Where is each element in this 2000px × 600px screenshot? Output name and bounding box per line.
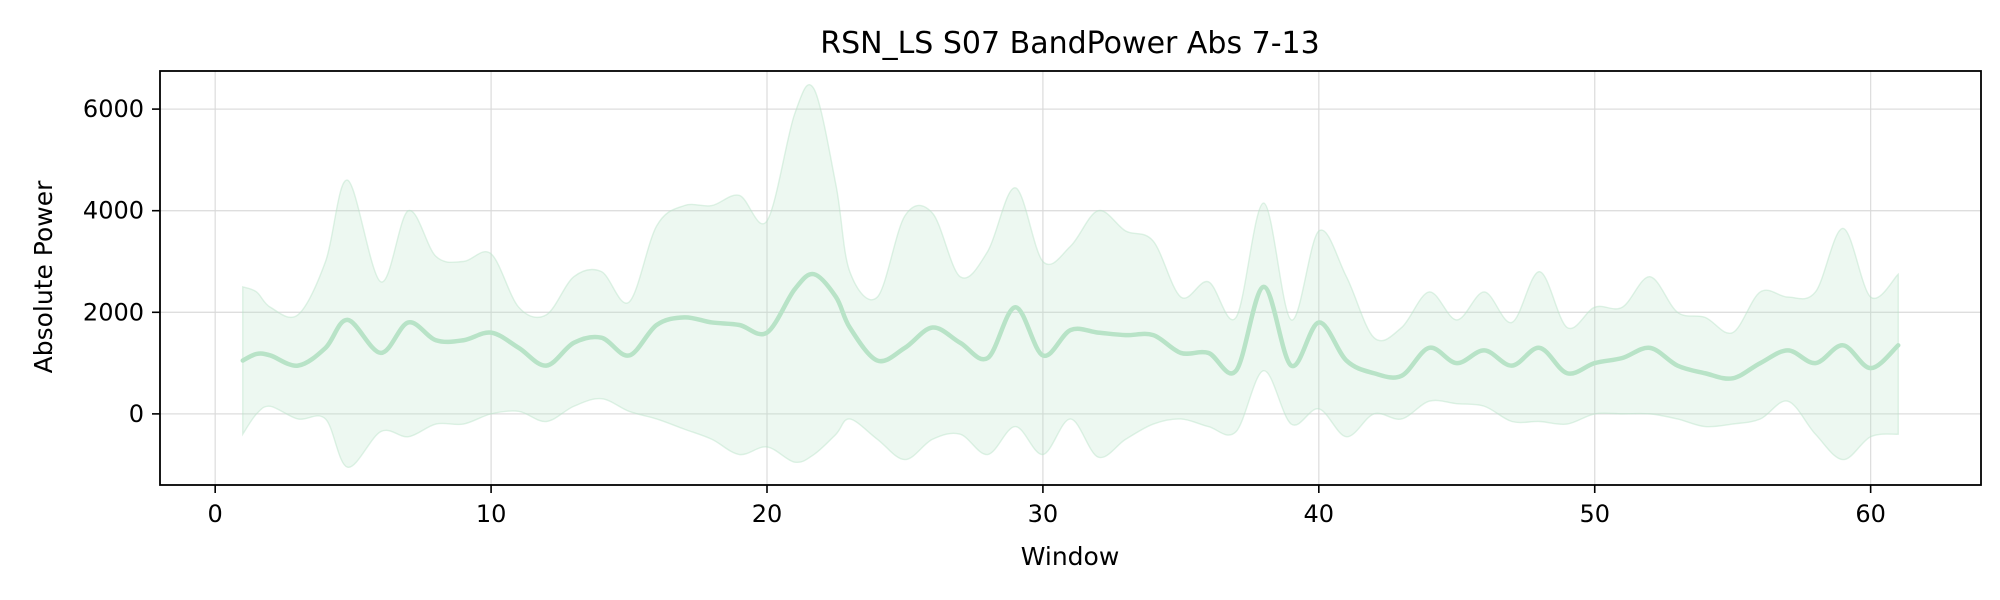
grid bbox=[160, 71, 1981, 485]
x-tick-label: 60 bbox=[1855, 500, 1886, 528]
x-axis-label: Window bbox=[1021, 542, 1120, 571]
std-band bbox=[242, 83, 1899, 468]
x-tick-label: 20 bbox=[752, 500, 783, 528]
mean-line bbox=[240, 271, 1901, 381]
x-tick-label: 10 bbox=[476, 500, 507, 528]
chart-title: RSN_LS S07 BandPower Abs 7-13 bbox=[820, 26, 1319, 61]
y-tick-label: 6000 bbox=[83, 95, 144, 123]
axis-ticks: 0 10 20 30 40 50 60 0 2000 4000 6000 bbox=[83, 95, 1886, 528]
y-tick-label: 4000 bbox=[83, 197, 144, 225]
x-tick-label: 0 bbox=[208, 500, 223, 528]
y-tick-label: 0 bbox=[129, 400, 144, 428]
plot-frame bbox=[159, 70, 1982, 486]
confidence-band bbox=[242, 83, 1899, 468]
mean-series bbox=[240, 271, 1901, 381]
y-axis-label: Absolute Power bbox=[29, 180, 58, 374]
x-tick-label: 40 bbox=[1304, 500, 1335, 528]
x-tick-label: 50 bbox=[1579, 500, 1610, 528]
y-tick-label: 2000 bbox=[83, 298, 144, 326]
x-tick-label: 30 bbox=[1028, 500, 1059, 528]
